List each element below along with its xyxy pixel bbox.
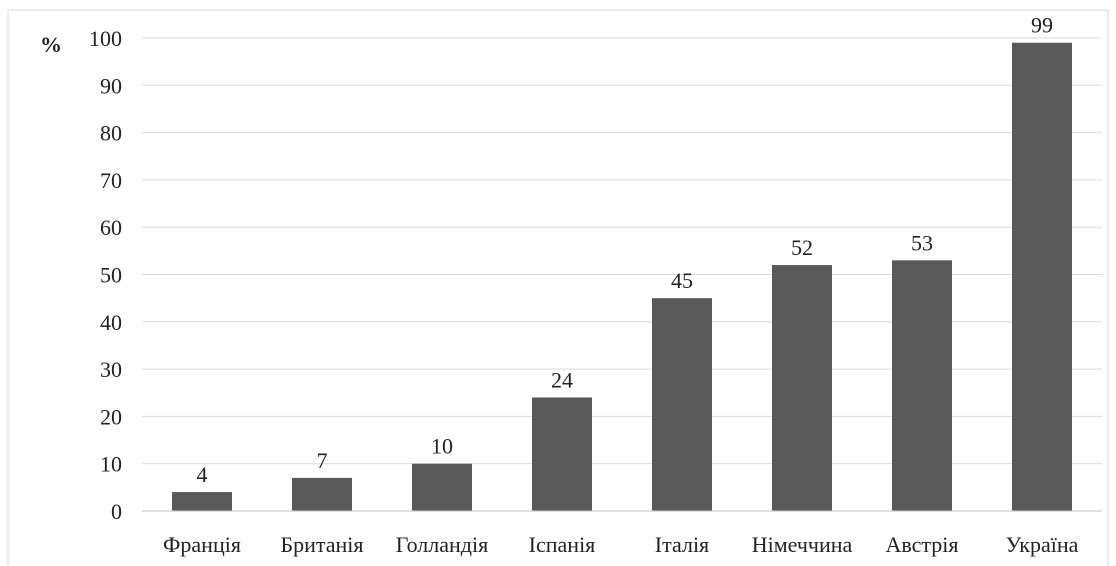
y-tick-label: 20: [100, 404, 122, 429]
x-tick-label: Україна: [1006, 532, 1079, 557]
y-tick-label: 80: [100, 121, 122, 146]
x-axis-tick-labels: Франція Британія Голландія Іспанія Італія Нім…: [163, 532, 1079, 557]
bar: [532, 397, 592, 511]
data-label: 7: [317, 448, 328, 473]
data-labels: 4 7 10 24 45 52 53 99: [197, 13, 1054, 487]
y-tick-label: 30: [100, 357, 122, 382]
bar: [292, 477, 352, 511]
bar: [772, 265, 832, 511]
bars: [172, 42, 1072, 511]
y-tick-label: 70: [100, 168, 122, 193]
x-tick-label: Британія: [280, 532, 363, 557]
y-tick-label: 90: [100, 73, 122, 98]
bar: [1012, 42, 1072, 511]
x-tick-label: Іспанія: [529, 532, 596, 557]
y-tick-label: 100: [89, 26, 122, 51]
y-tick-label: 50: [100, 263, 122, 288]
data-label: 10: [431, 434, 453, 459]
x-tick-label: Італія: [655, 532, 709, 557]
bar: [412, 463, 472, 511]
data-label: 52: [791, 235, 813, 260]
gridlines: [142, 37, 1102, 465]
bar: [172, 492, 232, 511]
y-axis-tick-labels: 0 10 20 30 40 50 60 70 80 90 100: [89, 26, 122, 524]
bar: [892, 260, 952, 511]
y-tick-label: 10: [100, 452, 122, 477]
data-label: 45: [671, 268, 693, 293]
y-tick-label: 0: [111, 499, 122, 524]
y-axis-unit-label: %: [40, 32, 62, 57]
data-label: 4: [197, 462, 208, 487]
x-tick-label: Німеччина: [752, 532, 853, 557]
y-tick-label: 60: [100, 215, 122, 240]
x-tick-label: Франція: [163, 532, 241, 557]
data-label: 53: [911, 230, 933, 255]
data-label: 24: [551, 367, 573, 392]
bar: [652, 298, 712, 511]
x-tick-label: Голландія: [396, 532, 488, 557]
y-tick-label: 40: [100, 310, 122, 335]
x-tick-label: Австрія: [885, 532, 958, 557]
data-label: 99: [1031, 13, 1053, 38]
